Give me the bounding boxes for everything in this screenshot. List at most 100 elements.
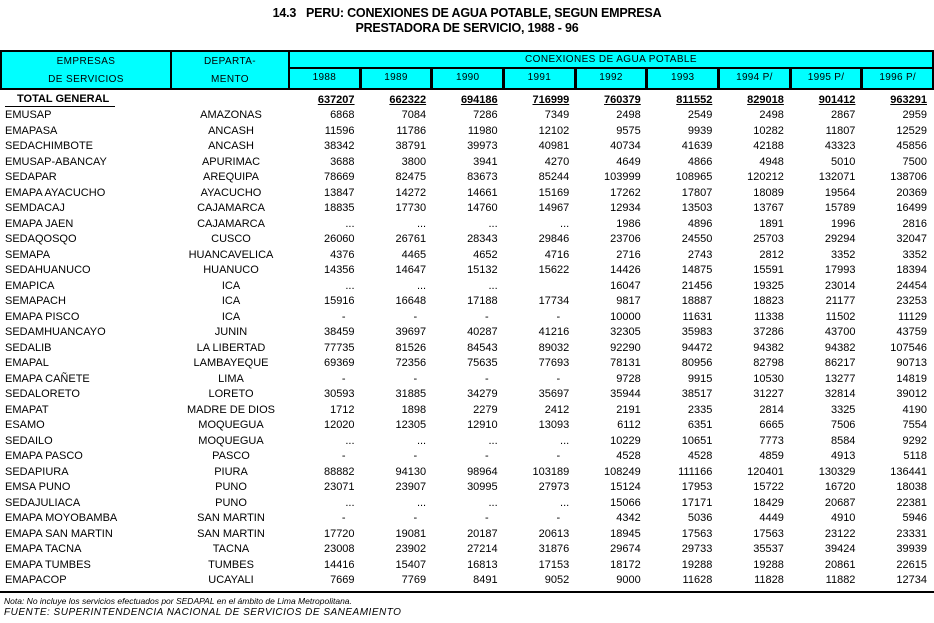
- value-cell: 81526: [395, 341, 427, 354]
- table-row: SEDAQOSQO CUSCO 26060 26761 28343 29846 23706 2…: [0, 232, 934, 248]
- value-cell: 43759: [896, 326, 927, 339]
- value-cell: 4465: [401, 248, 427, 261]
- value-cell: 7506: [830, 419, 856, 432]
- value-cell: 16047: [610, 279, 641, 292]
- value-cell: 11129: [898, 310, 927, 323]
- value-cell: 90713: [896, 357, 927, 370]
- empresa-cell: SEDALIB: [5, 341, 52, 354]
- value-cell: 38517: [681, 388, 713, 401]
- value-cell: 89032: [538, 341, 570, 354]
- value-cell: 16499: [896, 202, 927, 215]
- fuente-text: FUENTE: SUPERINTENDENCIA NACIONAL DE SER…: [4, 607, 402, 618]
- value-cell: 2814: [759, 403, 784, 416]
- value-cell: 3800: [401, 155, 427, 168]
- page-title: 14.3 PERU: CONEXIONES DE AGUA POTABLE, S…: [0, 6, 934, 36]
- value-cell: 14967: [538, 202, 570, 215]
- value-cell: 12305: [395, 419, 427, 432]
- value-cell: 3941: [473, 155, 498, 168]
- departamento-cell: MOQUEGUA: [198, 419, 264, 432]
- table-row: SEDACHIMBOTE ANCASH 38342 38791 39973 40981 40…: [0, 139, 934, 155]
- value-cell: 4866: [687, 155, 713, 168]
- value-cell: 4270: [544, 155, 570, 168]
- value-cell: 4948: [759, 155, 784, 168]
- value-cell: 17953: [681, 481, 713, 494]
- value-cell: 35983: [681, 326, 713, 339]
- header-departamento: DEPARTA- MENTO: [172, 52, 290, 88]
- value-cell: 901412: [818, 93, 856, 106]
- empresa-cell: SEDAQOSQO: [5, 233, 77, 246]
- value-cell: 17171: [681, 496, 713, 509]
- value-cell: 12910: [467, 419, 498, 432]
- value-cell: 84543: [467, 341, 498, 354]
- value-cell: 11502: [825, 310, 856, 323]
- value-cell: 94382: [753, 341, 784, 354]
- value-cell: 38459: [323, 326, 355, 339]
- value-cell: 11882: [825, 574, 856, 587]
- value-cell: 80956: [681, 357, 713, 370]
- value-cell: 75635: [467, 357, 498, 370]
- value-cell: 43700: [824, 326, 856, 339]
- value-cell: 7554: [902, 419, 927, 432]
- value-cell: 18429: [753, 496, 784, 509]
- value-cell: 18945: [610, 527, 641, 540]
- departamento-cell: SAN MARTIN: [197, 527, 265, 540]
- value-cell: -: [413, 512, 418, 525]
- value-cell: 38342: [323, 140, 355, 153]
- empresa-cell: SEDAMHUANCAYO: [5, 326, 106, 339]
- value-cell: 11631: [682, 310, 713, 323]
- value-cell: 18089: [753, 186, 784, 199]
- departamento-cell: PASCO: [212, 450, 250, 463]
- value-cell: 9052: [544, 574, 570, 587]
- value-cell: 31227: [753, 388, 784, 401]
- table-row: SEDAMHUANCAYO JUNIN 38459 39697 40287 41216 32…: [0, 325, 934, 341]
- value-cell: 94130: [395, 465, 427, 478]
- value-cell: 2716: [616, 248, 641, 261]
- value-cell: 136441: [890, 465, 927, 478]
- value-cell: ...: [560, 496, 570, 509]
- departamento-cell: JUNIN: [214, 326, 248, 339]
- year-header: 1994 P/: [717, 69, 789, 88]
- value-cell: ...: [416, 279, 427, 292]
- value-cell: 11628: [682, 574, 713, 587]
- value-cell: 20861: [824, 558, 856, 571]
- value-cell: 2867: [830, 109, 856, 122]
- value-cell: -: [556, 310, 561, 323]
- value-cell: 82798: [753, 357, 784, 370]
- table-row: SEDAILO MOQUEGUA............ 10229 10651 777…: [0, 433, 934, 449]
- value-cell: 14760: [467, 202, 498, 215]
- value-cell: 4896: [687, 217, 713, 230]
- empresa-cell: EMAPA SAN MARTIN: [5, 527, 113, 540]
- table-row: EMAPA CAÑETE LIMA - - - - 9728 9915 10530 13277 14…: [0, 371, 934, 387]
- empresa-cell: EMAPA PISCO: [5, 310, 80, 323]
- total-row: TOTAL GENERAL 637207 662322 694186 716999 760…: [0, 92, 934, 108]
- header-departamento-line1: DEPARTA-: [203, 56, 257, 67]
- value-cell: 42188: [753, 140, 784, 153]
- value-cell: 20187: [467, 527, 498, 540]
- nota-text: Nota: No incluye los servicios efectuado…: [4, 596, 352, 606]
- value-cell: 13093: [538, 419, 570, 432]
- value-cell: 6112: [617, 419, 641, 432]
- value-cell: 9915: [687, 372, 713, 385]
- value-cell: 4859: [759, 450, 784, 463]
- table-row: EMAPA TACNA TACNA 23008 23902 27214 31876 2967…: [0, 542, 934, 558]
- value-cell: 6351: [687, 419, 713, 432]
- departamento-cell: MADRE DE DIOS: [186, 403, 275, 416]
- table-bottom-rule: [0, 591, 934, 593]
- value-cell: ...: [416, 217, 427, 230]
- departamento-cell: MOQUEGUA: [198, 434, 264, 447]
- value-cell: ...: [416, 434, 427, 447]
- departamento-cell: APURIMAC: [201, 155, 261, 168]
- value-cell: 637207: [317, 93, 355, 106]
- value-cell: 17188: [467, 295, 498, 308]
- value-cell: -: [556, 512, 561, 525]
- value-cell: 103999: [604, 171, 641, 184]
- value-cell: 69369: [323, 357, 355, 370]
- departamento-cell: ANCASH: [208, 140, 254, 153]
- departamento-cell: AMAZONAS: [200, 109, 262, 122]
- value-cell: 694186: [460, 93, 498, 106]
- value-cell: 15066: [610, 496, 641, 509]
- table-row: ESAMO MOQUEGUA 12020 12305 12910 13093 6112 635…: [0, 418, 934, 434]
- table-row: SEMAPA HUANCAVELICA 4376 4465 4652 4716 2716 27…: [0, 247, 934, 263]
- value-cell: 10282: [753, 124, 784, 137]
- value-cell: 1712: [330, 403, 355, 416]
